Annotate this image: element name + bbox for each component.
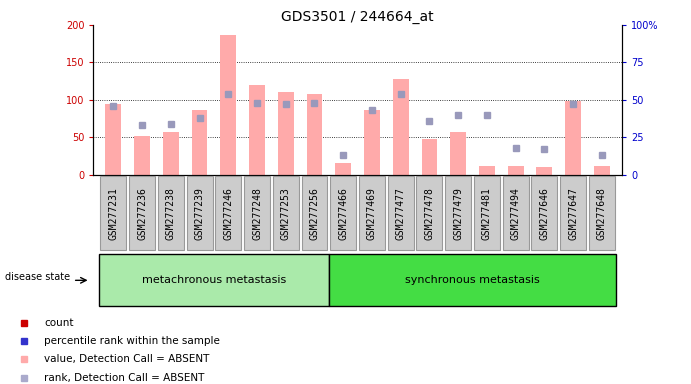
Text: GSM277494: GSM277494 (511, 187, 520, 240)
Text: GSM277231: GSM277231 (108, 187, 118, 240)
Bar (479, 166, 495, 175)
Text: GSM277481: GSM277481 (482, 187, 492, 240)
Text: GSM277469: GSM277469 (367, 187, 377, 240)
Bar (330, 176, 356, 250)
Bar (364, 109, 380, 175)
Text: GSM277479: GSM277479 (453, 187, 463, 240)
Bar (187, 176, 213, 250)
Text: GSM277239: GSM277239 (195, 187, 205, 240)
Text: count: count (44, 318, 74, 328)
Text: GSM277647: GSM277647 (568, 187, 578, 240)
Text: GSM277236: GSM277236 (137, 187, 147, 240)
Text: GSM277246: GSM277246 (223, 187, 234, 240)
Text: GSM277248: GSM277248 (252, 187, 262, 240)
Bar (388, 176, 414, 250)
Bar (301, 176, 328, 250)
Bar (589, 176, 615, 250)
Bar (163, 132, 179, 175)
Text: rank, Detection Call = ABSENT: rank, Detection Call = ABSENT (44, 373, 205, 383)
Bar (392, 79, 408, 175)
Text: disease state: disease state (5, 272, 70, 283)
Text: percentile rank within the sample: percentile rank within the sample (44, 336, 220, 346)
Title: GDS3501 / 244664_at: GDS3501 / 244664_at (281, 10, 434, 24)
Bar (531, 176, 557, 250)
Bar (307, 94, 323, 175)
Bar (273, 176, 299, 250)
Bar (99, 255, 329, 306)
Bar (565, 101, 581, 175)
Bar (129, 176, 155, 250)
Bar (249, 85, 265, 175)
Text: GSM277478: GSM277478 (424, 187, 435, 240)
Bar (244, 176, 270, 250)
Bar (216, 176, 241, 250)
Bar (191, 109, 207, 175)
Text: GSM277253: GSM277253 (281, 187, 291, 240)
Bar (278, 92, 294, 175)
Text: GSM277256: GSM277256 (310, 187, 319, 240)
Bar (502, 176, 529, 250)
Text: metachronous metastasis: metachronous metastasis (142, 275, 286, 285)
Bar (106, 104, 122, 175)
Bar (335, 164, 351, 175)
Text: GSM277646: GSM277646 (540, 187, 549, 240)
Bar (445, 176, 471, 250)
Bar (474, 176, 500, 250)
Bar (536, 167, 552, 175)
Bar (220, 35, 236, 175)
Bar (359, 176, 385, 250)
Bar (560, 176, 586, 250)
Text: GSM277238: GSM277238 (166, 187, 176, 240)
Text: GSM277466: GSM277466 (338, 187, 348, 240)
Bar (594, 166, 609, 175)
Bar (158, 176, 184, 250)
Text: value, Detection Call = ABSENT: value, Detection Call = ABSENT (44, 354, 209, 364)
Bar (134, 136, 150, 175)
Text: synchronous metastasis: synchronous metastasis (405, 275, 540, 285)
Bar (451, 132, 466, 175)
Bar (100, 176, 126, 250)
Text: GSM277477: GSM277477 (396, 187, 406, 240)
Bar (508, 166, 524, 175)
Bar (417, 176, 442, 250)
Text: GSM277648: GSM277648 (597, 187, 607, 240)
Bar (329, 255, 616, 306)
Bar (422, 139, 437, 175)
